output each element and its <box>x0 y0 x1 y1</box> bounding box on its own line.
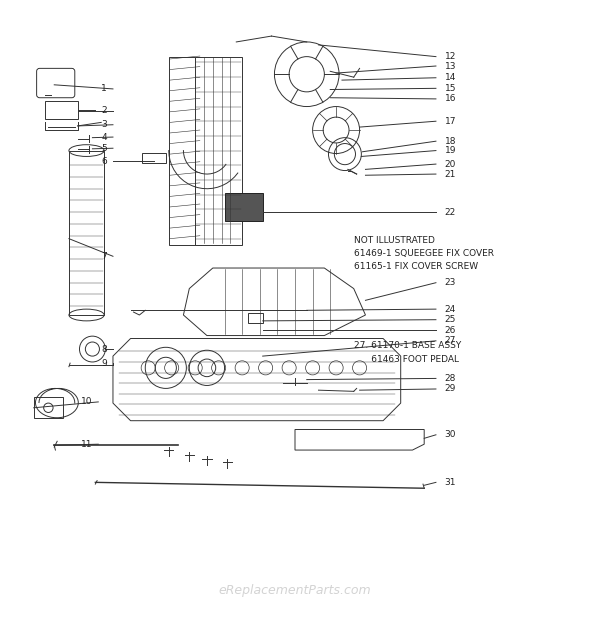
Text: 1: 1 <box>101 84 107 93</box>
Bar <box>195 57 242 244</box>
Text: 5: 5 <box>101 144 107 152</box>
Text: 12: 12 <box>445 52 456 61</box>
Text: eReplacementParts.com: eReplacementParts.com <box>219 585 371 597</box>
Text: 31: 31 <box>445 478 456 487</box>
Text: 2: 2 <box>101 106 107 115</box>
Text: 17: 17 <box>445 117 456 126</box>
Text: 15: 15 <box>445 84 456 93</box>
Bar <box>34 397 63 418</box>
Bar <box>169 57 201 244</box>
Text: 29: 29 <box>445 384 456 394</box>
Text: 4: 4 <box>101 132 107 142</box>
Text: 14: 14 <box>445 73 456 83</box>
Text: 10: 10 <box>81 398 93 406</box>
Text: NOT ILLUSTRATED
61469-1 SQUEEGEE FIX COVER
61165-1 FIX COVER SCREW: NOT ILLUSTRATED 61469-1 SQUEEGEE FIX COV… <box>354 236 494 271</box>
Text: 11: 11 <box>81 440 93 449</box>
Bar <box>69 151 104 315</box>
Text: 8: 8 <box>101 345 107 353</box>
Text: 22: 22 <box>445 208 456 217</box>
Text: 30: 30 <box>445 430 456 439</box>
Bar <box>248 312 263 323</box>
Text: 13: 13 <box>445 62 456 71</box>
Text: 7: 7 <box>101 252 107 261</box>
Text: 16: 16 <box>445 94 456 103</box>
Text: 3: 3 <box>101 120 107 129</box>
Text: 26: 26 <box>445 326 456 335</box>
Bar <box>225 193 263 221</box>
Text: 23: 23 <box>445 278 456 287</box>
Text: 20: 20 <box>445 159 456 169</box>
Text: 27: 27 <box>445 336 456 345</box>
Text: 21: 21 <box>445 169 456 178</box>
Text: 24: 24 <box>445 305 456 314</box>
Text: 6: 6 <box>101 157 107 166</box>
Bar <box>142 153 166 164</box>
Text: 28: 28 <box>445 374 456 383</box>
Text: 27. 61170-1 BASE ASSY
      61463 FOOT PEDAL: 27. 61170-1 BASE ASSY 61463 FOOT PEDAL <box>354 341 461 364</box>
Text: 19: 19 <box>445 146 456 155</box>
Text: 18: 18 <box>445 137 456 146</box>
Bar <box>45 101 78 119</box>
Text: 9: 9 <box>101 358 107 368</box>
Text: 25: 25 <box>445 315 456 324</box>
